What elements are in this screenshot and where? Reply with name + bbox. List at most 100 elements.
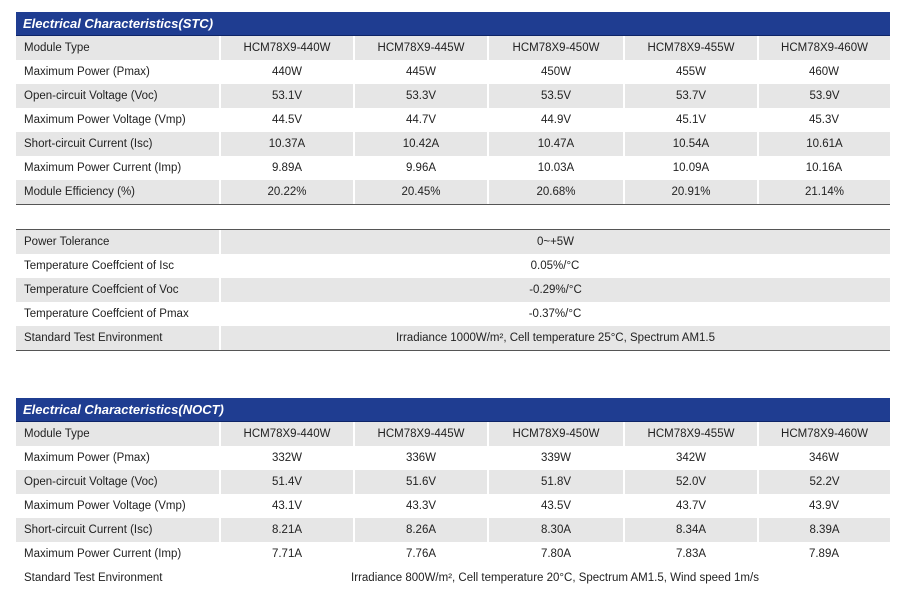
cell-value: 10.42A [353, 132, 488, 156]
cell-value: 44.7V [405, 114, 437, 126]
column-header-label: Module Type [16, 36, 220, 60]
noct-footer-table: Standard Test Environment Irradiance 800… [16, 566, 890, 590]
cell-value: 20.91% [623, 180, 758, 204]
cell-value: 53.9V [757, 84, 890, 108]
cell-value: 10.54A [623, 132, 758, 156]
cell-value: 10.47A [487, 132, 624, 156]
cell-value: 9.89A [271, 162, 303, 174]
params-bottom-rule [16, 350, 890, 351]
cell-value: 53.3V [353, 84, 488, 108]
row-label: Maximum Power (Pmax) [24, 66, 150, 78]
cell-value: 45.3V [808, 114, 840, 126]
table-row: Power Tolerance 0~+5W [16, 230, 890, 254]
cell-value: -0.37%/°C [528, 308, 582, 320]
row-label: Short-circuit Current (Isc) [16, 132, 220, 156]
cell-value: 21.14% [757, 180, 890, 204]
cell-value: 8.26A [353, 518, 488, 542]
row-label: Maximum Power Voltage (Vmp) [24, 500, 186, 512]
column-header-model: HCM78X9-450W [487, 36, 624, 60]
stc-header-row: Module Type HCM78X9-440W HCM78X9-445W HCM78… [16, 36, 890, 60]
cell-value: 336W [405, 452, 437, 464]
noct-section: Electrical Characteristics(NOCT) Module … [16, 398, 890, 590]
cell-value: 7.80A [540, 548, 572, 560]
cell-value: 8.39A [757, 518, 890, 542]
cell-value: 20.22% [219, 180, 354, 204]
table-row: Short-circuit Current (Isc) 8.21A 8.26A 8.3… [16, 518, 890, 542]
params-top-rule [16, 229, 890, 230]
column-header-model: HCM78X9-460W [757, 36, 890, 60]
cell-value: 51.4V [219, 470, 354, 494]
noct-header-row: Module Type HCM78X9-440W HCM78X9-445W HCM78… [16, 422, 890, 446]
table-row: Maximum Power Current (Imp) 9.89A 9.96A 10.… [16, 156, 890, 180]
cell-value: 9.96A [405, 162, 437, 174]
cell-value: 51.8V [487, 470, 624, 494]
table-row: Temperature Coeffcient of Voc -0.29%/°C [16, 278, 890, 302]
row-label: Module Efficiency (%) [16, 180, 220, 204]
cell-value: 7.89A [808, 548, 840, 560]
params-table: Power Tolerance 0~+5W Temperature Coeffcie… [16, 230, 890, 350]
cell-value: 8.30A [487, 518, 624, 542]
cell-value: 10.03A [537, 162, 575, 174]
table-row: Maximum Power (Pmax) 332W 336W 339W 342W 346W [16, 446, 890, 470]
table-row: Standard Test Environment Irradiance 1000… [16, 326, 890, 350]
cell-value: 43.7V [675, 500, 707, 512]
column-header-model: HCM78X9-445W [353, 422, 488, 446]
stc-title: Electrical Characteristics(STC) [16, 12, 890, 36]
row-label: Open-circuit Voltage (Voc) [16, 84, 220, 108]
cell-value: 20.68% [487, 180, 624, 204]
cell-value: 332W [271, 452, 303, 464]
params-section: Power Tolerance 0~+5W Temperature Coeffcie… [16, 229, 890, 351]
row-label: Maximum Power (Pmax) [24, 452, 150, 464]
cell-value: 53.7V [623, 84, 758, 108]
noct-footer-value: Irradiance 800W/m², Cell temperature 20°… [351, 572, 759, 584]
cell-value: 44.9V [540, 114, 572, 126]
table-row: Maximum Power Voltage (Vmp) 43.1V 43.3V 43.… [16, 494, 890, 518]
noct-footer-label: Standard Test Environment [24, 572, 163, 584]
cell-value: 44.5V [271, 114, 303, 126]
table-row: Maximum Power Voltage (Vmp) 44.5V 44.7V 44.… [16, 108, 890, 132]
cell-value: 52.0V [623, 470, 758, 494]
cell-value: 346W [808, 452, 840, 464]
column-header-model: HCM78X9-440W [219, 422, 354, 446]
row-label: Maximum Power Current (Imp) [24, 162, 182, 174]
stc-table: Module Type HCM78X9-440W HCM78X9-445W HCM78… [16, 36, 890, 204]
cell-value: 0~+5W [219, 230, 890, 254]
column-header-model: HCM78X9-450W [487, 422, 624, 446]
cell-value: 440W [271, 66, 303, 78]
cell-value: 0.05%/°C [530, 260, 580, 272]
row-label: Power Tolerance [16, 230, 220, 254]
row-label: Temperature Coeffcient of Voc [16, 278, 220, 302]
cell-value: Irradiance 1000W/m², Cell temperature 25… [219, 326, 890, 350]
row-label: Temperature Coeffcient of Pmax [24, 308, 189, 320]
column-header-model: HCM78X9-440W [219, 36, 354, 60]
cell-value: 342W [675, 452, 707, 464]
cell-value: 339W [540, 452, 572, 464]
cell-value: 45.1V [675, 114, 707, 126]
column-header-model: HCM78X9-460W [757, 422, 890, 446]
cell-value: 460W [808, 66, 840, 78]
row-label: Temperature Coeffcient of Isc [24, 260, 174, 272]
column-header-model: HCM78X9-455W [623, 36, 758, 60]
cell-value: 43.1V [271, 500, 303, 512]
cell-value: 10.61A [757, 132, 890, 156]
row-label: Maximum Power Current (Imp) [24, 548, 182, 560]
table-row: Temperature Coeffcient of Isc 0.05%/°C [16, 254, 890, 278]
cell-value: 43.5V [540, 500, 572, 512]
cell-value: 7.83A [675, 548, 707, 560]
cell-value: 53.1V [219, 84, 354, 108]
row-label: Maximum Power Voltage (Vmp) [24, 114, 186, 126]
stc-bottom-rule [16, 204, 890, 205]
noct-table: Module Type HCM78X9-440W HCM78X9-445W HCM78… [16, 422, 890, 566]
cell-value: 10.09A [672, 162, 710, 174]
cell-value: 51.6V [353, 470, 488, 494]
column-header-model: HCM78X9-445W [353, 36, 488, 60]
column-header-label: Module Type [16, 422, 220, 446]
stc-section: Electrical Characteristics(STC) Module T… [16, 12, 890, 205]
row-label: Standard Test Environment [16, 326, 220, 350]
cell-value: 8.21A [219, 518, 354, 542]
column-header-model: HCM78X9-455W [623, 422, 758, 446]
row-label: Short-circuit Current (Isc) [16, 518, 220, 542]
table-row: Open-circuit Voltage (Voc) 53.1V 53.3V 53.5… [16, 84, 890, 108]
table-row: Short-circuit Current (Isc) 10.37A 10.42A 1… [16, 132, 890, 156]
cell-value: 450W [540, 66, 572, 78]
